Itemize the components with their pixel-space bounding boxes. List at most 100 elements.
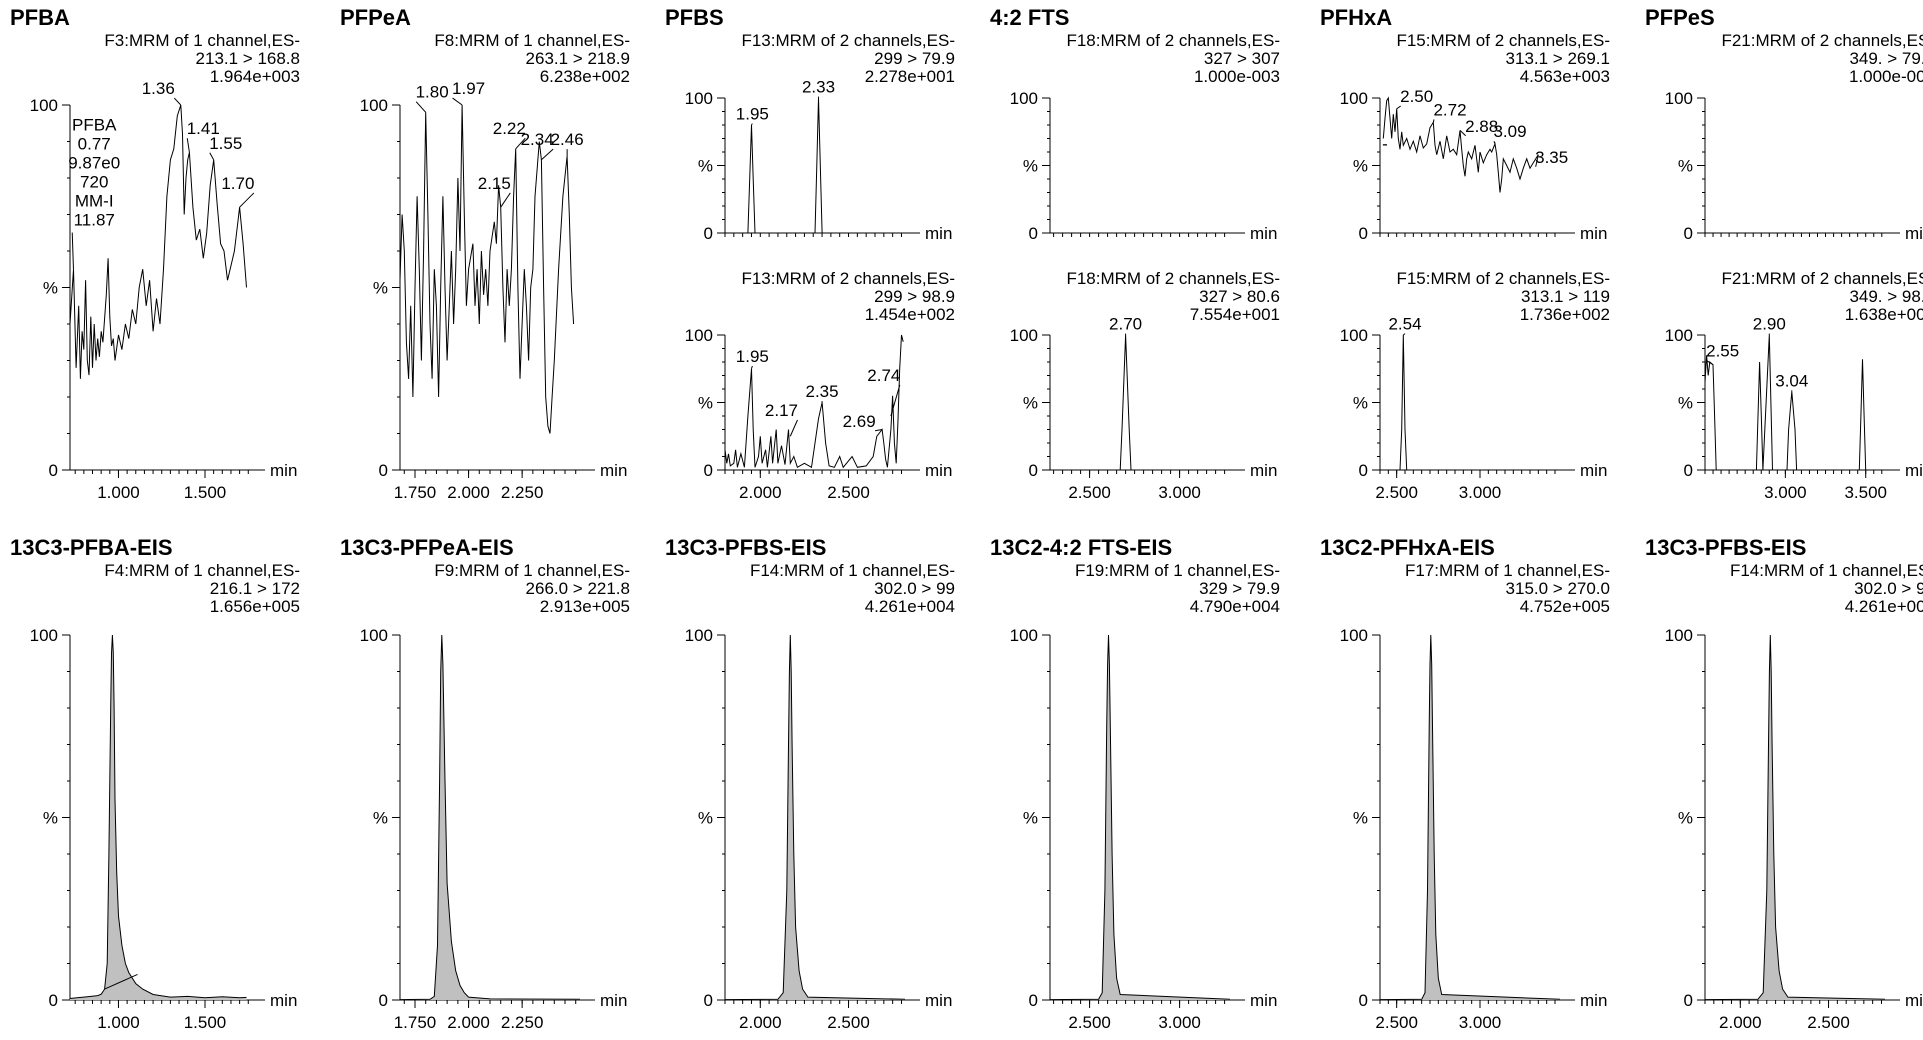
trace-header: F19:MRM of 1 channel,ES- 329 > 79.9 4.790e… [990, 562, 1280, 616]
trace-header-channel: F4:MRM of 1 channel,ES- [104, 561, 300, 580]
peak-area [70, 635, 247, 1000]
integration-annotation: 11.87 [74, 211, 115, 230]
trace-header-channel: F8:MRM of 1 channel,ES- [434, 31, 630, 50]
peak-label: 2.55 [1706, 342, 1739, 361]
peak-label: 1.95 [736, 347, 769, 366]
peak-area [725, 635, 905, 1000]
chromatogram-plot: 100% 0 min 2.500 3.000 [1340, 626, 1608, 1032]
signal-trace [724, 334, 904, 469]
x-tick-label: 2.000 [447, 1013, 490, 1032]
trace-header-transition: 349. > 98.9 [1849, 287, 1923, 306]
peak-leader [1459, 130, 1467, 137]
x-unit-label: min [925, 224, 952, 243]
trace-header-transition: 302.0 > 99 [1854, 579, 1923, 598]
y-percent-label: % [1678, 809, 1693, 828]
integration-baseline [104, 973, 138, 990]
peak-label: 2.72 [1433, 101, 1466, 120]
y-percent-label: % [698, 809, 713, 828]
peak-area [1050, 635, 1230, 1000]
peak-label: 2.88 [1465, 117, 1498, 136]
x-unit-label: min [600, 461, 627, 480]
peak-label: 2.34 [521, 130, 554, 149]
peak-leader [500, 192, 511, 208]
x-tick-label: 2.500 [1807, 1013, 1850, 1032]
x-unit-label: min [270, 461, 297, 480]
trace-header-intensity: 1.454e+002 [864, 305, 955, 324]
x-tick-label: 1.500 [184, 483, 227, 502]
peak-leader [415, 101, 427, 113]
trace-header-transition: 315.0 > 270.0 [1505, 579, 1610, 598]
peak-leader [1432, 119, 1435, 123]
x-tick-label: 2.000 [1719, 1013, 1762, 1032]
chromatogram-panel-pfhxa-eis: 13C2-PFHxA-EIS F17:MRM of 1 channel,ES- 31… [1310, 530, 1640, 1033]
y-zero-label: 0 [379, 991, 388, 1010]
signal-trace [1379, 634, 1561, 1001]
annotation-leader [71, 232, 74, 270]
chromatogram-plot: 100% 0 min 2.500 3.000 [1010, 626, 1278, 1032]
trace-header-transition: 313.1 > 119 [1520, 287, 1610, 306]
y-zero-label: 0 [49, 991, 58, 1010]
trace-header: F18:MRM of 2 channels,ES- 327 > 80.6 7.554… [990, 270, 1280, 324]
y-percent-label: % [1023, 809, 1038, 828]
trace-header-intensity: 4.261e+004 [864, 597, 955, 616]
y-zero-label: 0 [1684, 461, 1693, 480]
x-tick-label: 3.000 [1158, 483, 1201, 502]
signal-trace [724, 634, 906, 1001]
trace-header-transition: 327 > 307 [1203, 49, 1280, 68]
chromatogram-panel-pfpea: PFPeA F8:MRM of 1 channel,ES- 263.1 > 218.… [330, 0, 660, 503]
signal-trace [1380, 334, 1560, 471]
peak-label: 2.46 [551, 130, 584, 149]
peak-area [400, 635, 580, 1000]
y-percent-label: % [1353, 394, 1368, 413]
trace-header-intensity: 7.554e+001 [1189, 305, 1280, 324]
y-percent-label: % [698, 157, 713, 176]
peak-leader [209, 152, 215, 160]
trace-header: F21:MRM of 2 channels,ES-349. > 98.91.63… [1645, 270, 1923, 324]
y-percent-label: % [43, 809, 58, 828]
compound-title: PFHxA [1320, 5, 1393, 30]
trace-header: F15:MRM of 2 channels,ES- 313.1 > 269.1 4.… [1320, 32, 1610, 86]
x-unit-label: min [925, 991, 952, 1010]
trace-header-channel: F17:MRM of 1 channel,ES- [1404, 561, 1610, 580]
trace-header-intensity: 1.638e+002 [1844, 305, 1923, 324]
signal-trace [1050, 334, 1230, 471]
trace-header-transition: 299 > 79.9 [874, 49, 955, 68]
trace-header-intensity: 1.736e+002 [1519, 305, 1610, 324]
peak-leader [1396, 105, 1401, 110]
y-zero-label: 0 [1359, 224, 1368, 243]
y-max-label: 100 [1010, 626, 1038, 645]
y-max-label: 100 [1340, 626, 1368, 645]
compound-title: 13C3-PFBS-EIS [665, 535, 827, 560]
trace-header-channel: F3:MRM of 1 channel,ES- [104, 31, 300, 50]
chromatogram-plot: 100% 0 min [1010, 89, 1278, 243]
chromatogram-plot: 100% 0 min 1.000 1.500 1.36 1.411.55 1.70 PFBA0.… [30, 79, 298, 502]
peak-leader [789, 419, 798, 437]
chromatogram-panel-pfbs: PFBS F13:MRM of 2 channels,ES- 299 > 79.9 2… [655, 0, 985, 503]
y-percent-label: % [698, 394, 713, 413]
trace-header-intensity: 1.964e+003 [209, 67, 300, 86]
compound-title: 13C3-PFBS-EIS [1645, 535, 1807, 560]
peak-leader [239, 192, 255, 208]
peak-leader [875, 429, 883, 432]
peak-label: 2.50 [1400, 87, 1433, 106]
trace-header-intensity: 4.261e+004 [1844, 597, 1923, 616]
peak-label: 1.97 [452, 79, 485, 98]
trace-header: F21:MRM of 2 channels,ES-349. > 79.91.00… [1645, 32, 1923, 86]
y-percent-label: % [373, 279, 388, 298]
peak-leader [1535, 154, 1539, 167]
trace-header-intensity: 2.278e+001 [864, 67, 955, 86]
x-unit-label: min [1250, 461, 1277, 480]
x-tick-label: 2.000 [447, 483, 490, 502]
peak-label: 1.70 [221, 174, 254, 193]
signal-trace [1382, 96, 1539, 193]
peak-label: 3.04 [1775, 371, 1808, 390]
chromatogram-panel-fts42: 4:2 FTS F18:MRM of 2 channels,ES- 327 > 30… [980, 0, 1310, 503]
compound-title: 13C2-4:2 FTS-EIS [990, 535, 1173, 560]
y-max-label: 100 [1665, 89, 1693, 108]
x-tick-label: 2.500 [1068, 483, 1111, 502]
y-zero-label: 0 [704, 991, 713, 1010]
x-tick-label: 2.500 [827, 483, 870, 502]
peak-leader [1493, 140, 1496, 145]
